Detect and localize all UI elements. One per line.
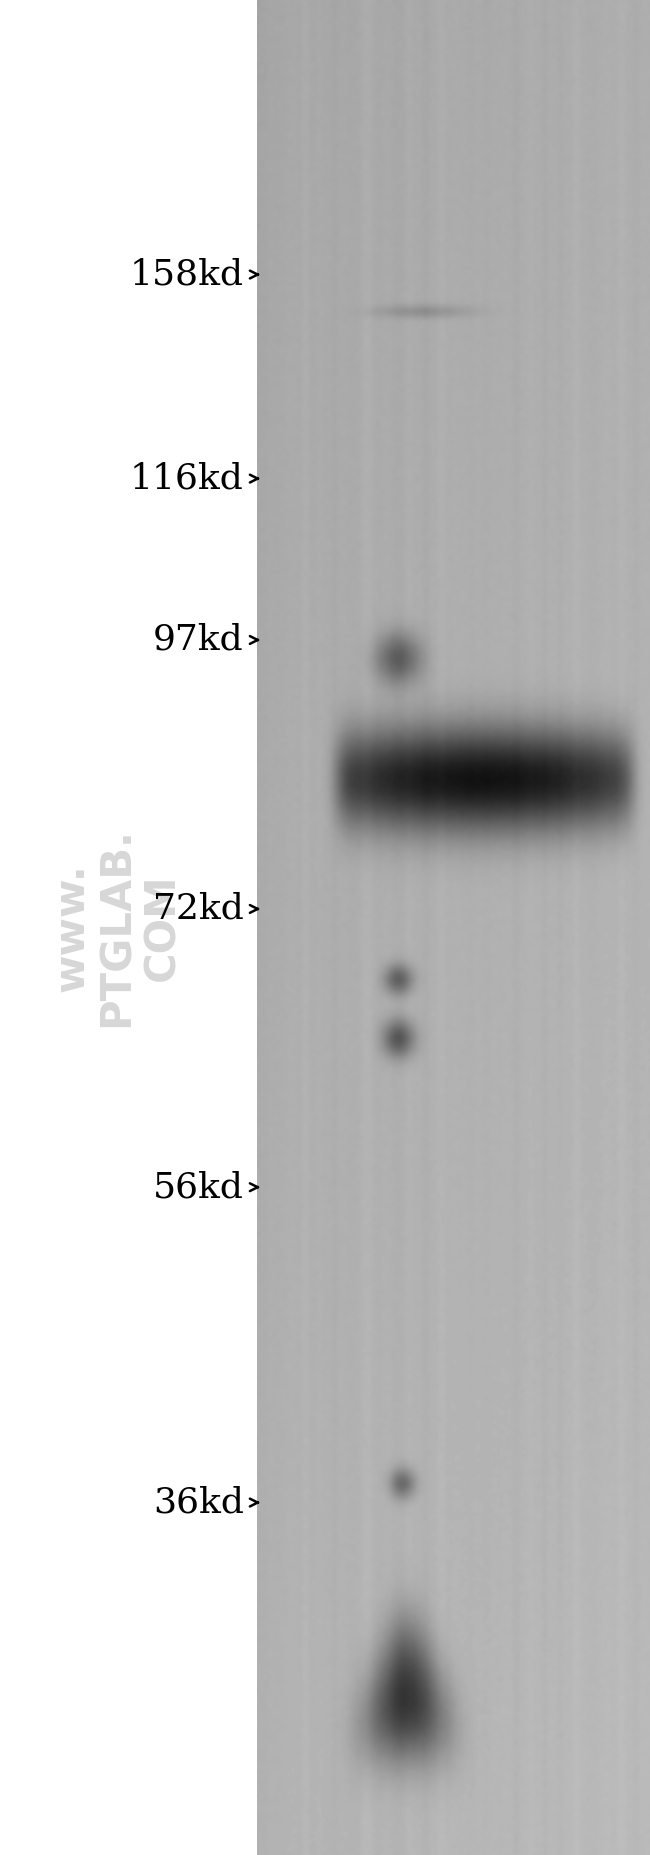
Text: 72kd: 72kd bbox=[153, 892, 244, 926]
Text: 97kd: 97kd bbox=[153, 623, 244, 657]
Text: www.
PTGLAB.
COM: www. PTGLAB. COM bbox=[51, 827, 183, 1028]
Text: 36kd: 36kd bbox=[153, 1486, 244, 1519]
Text: 56kd: 56kd bbox=[153, 1171, 244, 1204]
Text: 158kd: 158kd bbox=[130, 258, 244, 291]
Text: 116kd: 116kd bbox=[130, 462, 244, 495]
